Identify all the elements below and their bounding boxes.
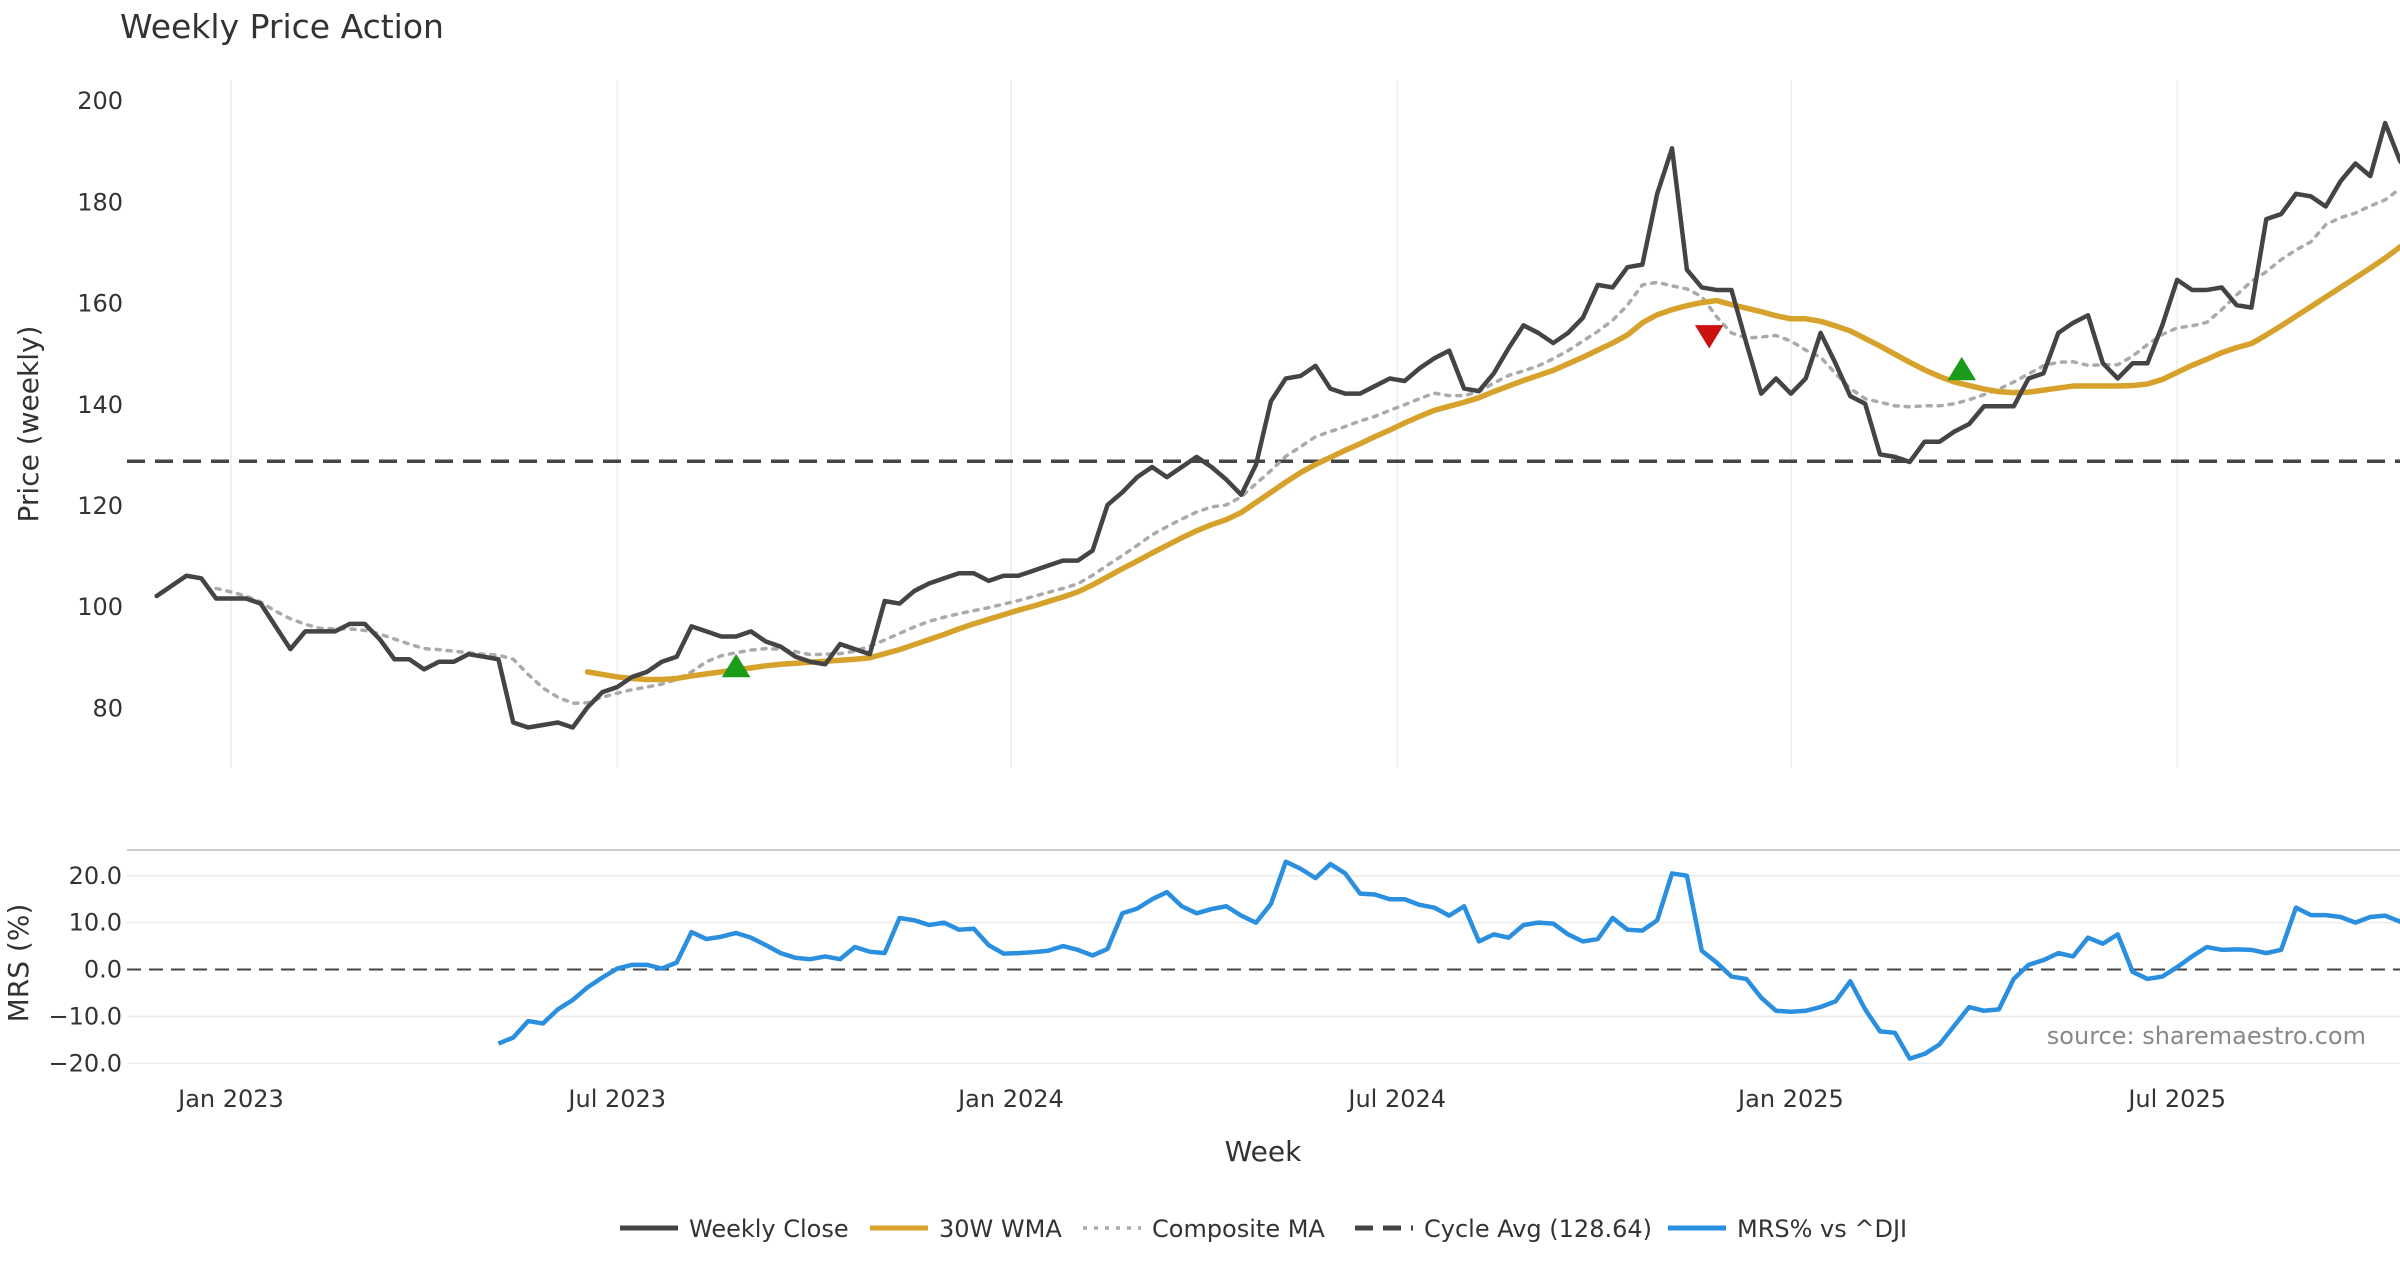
sell-signal-marker	[1694, 325, 1724, 349]
series-30w-wma	[584, 243, 2400, 683]
legend-item: MRS% vs ^DJI	[1668, 1215, 1907, 1243]
series-composite-ma	[214, 187, 2400, 705]
chart-title: Weekly Price Action	[120, 7, 444, 46]
buy-signal-marker	[721, 653, 751, 678]
x-tick-label: Jan 2025	[1736, 1085, 1844, 1113]
buy-signal-marker	[1947, 356, 1977, 381]
price-y-tick-label: 140	[77, 391, 123, 419]
legend-label: 30W WMA	[939, 1215, 1062, 1243]
mrs-y-tick-label: 0.0	[84, 956, 122, 984]
series-weekly-close	[154, 120, 2400, 730]
x-tick-label: Jul 2024	[1346, 1085, 1446, 1113]
legend-label: MRS% vs ^DJI	[1737, 1215, 1907, 1243]
legend-item: Composite MA	[1083, 1215, 1325, 1243]
legend-item: 30W WMA	[870, 1215, 1062, 1243]
legend-label: Cycle Avg (128.64)	[1424, 1215, 1652, 1243]
source-label: source: sharemaestro.com	[2047, 1022, 2366, 1050]
legend-label: Composite MA	[1152, 1215, 1325, 1243]
price-y-tick-label: 180	[77, 188, 123, 216]
mrs-y-tick-label: −10.0	[48, 1002, 122, 1030]
x-tick-label: Jul 2023	[566, 1085, 666, 1113]
mrs-y-tick-label: −20.0	[48, 1049, 122, 1077]
legend-item: Cycle Avg (128.64)	[1355, 1215, 1652, 1243]
x-axis-title: Week	[1225, 1135, 1302, 1168]
price-y-tick-label: 160	[77, 290, 123, 318]
price-y-tick-label: 200	[77, 87, 123, 115]
price-y-tick-label: 120	[77, 492, 123, 520]
x-tick-label: Jan 2024	[956, 1085, 1064, 1113]
legend-label: Weekly Close	[689, 1215, 849, 1243]
price-y-axis-title: Price (weekly)	[12, 326, 45, 523]
mrs-y-axis-title: MRS (%)	[2, 904, 35, 1023]
x-tick-label: Jan 2023	[176, 1085, 284, 1113]
price-y-tick-label: 100	[77, 593, 123, 621]
legend-item: Weekly Close	[620, 1215, 849, 1243]
price-y-tick-label: 80	[92, 694, 123, 722]
x-tick-label: Jul 2025	[2126, 1085, 2226, 1113]
series-mrs	[497, 859, 2400, 1061]
mrs-y-tick-label: 20.0	[69, 862, 122, 890]
mrs-y-tick-label: 10.0	[69, 909, 122, 937]
